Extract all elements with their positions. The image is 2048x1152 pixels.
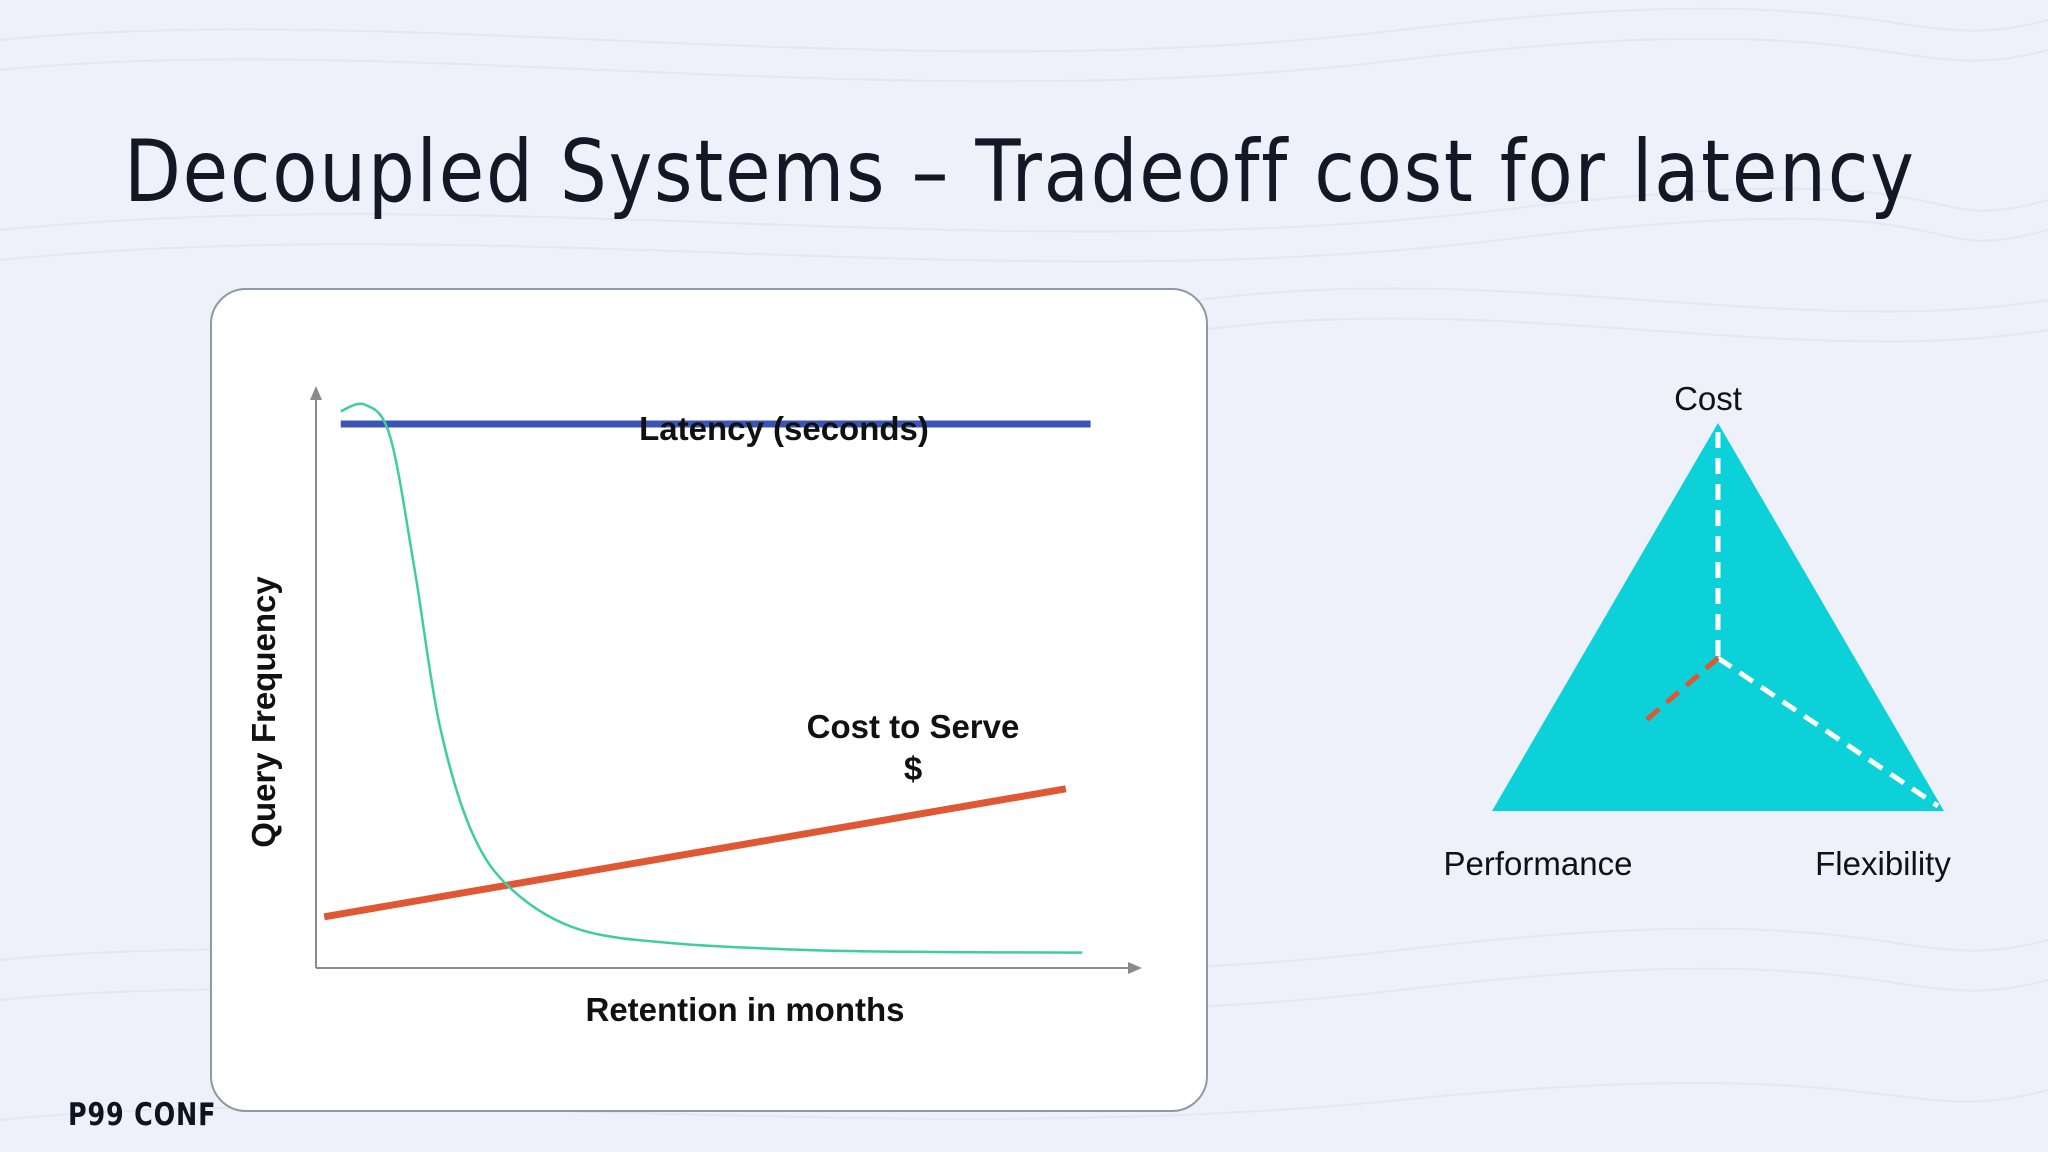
tradeoff-triangle-diagram: Cost Performance Flexibility bbox=[1444, 380, 1952, 882]
flexibility-dashed-line bbox=[1716, 655, 1940, 809]
triangle-label-cost: Cost bbox=[1674, 380, 1742, 417]
y-axis-label: Query Frequency bbox=[245, 576, 282, 848]
x-axis-label: Retention in months bbox=[586, 991, 905, 1028]
conference-logo: P99 CONF bbox=[68, 1097, 217, 1133]
slide-title: Decoupled Systems – Tradeoff cost for la… bbox=[124, 122, 1916, 222]
latency-series-label: Latency (seconds) bbox=[639, 410, 929, 447]
cost-series-label: Cost to Serve bbox=[807, 708, 1020, 745]
query-frequency-curve bbox=[340, 402, 1083, 954]
series-layer bbox=[323, 402, 1091, 954]
triangle-label-performance: Performance bbox=[1444, 845, 1633, 882]
cost-dollar-symbol: $ bbox=[904, 750, 922, 787]
cost-to-serve-line bbox=[323, 785, 1067, 921]
line-chart: Latency (seconds) Cost to Serve $ Retent… bbox=[245, 386, 1142, 1028]
triangle-label-flexibility: Flexibility bbox=[1815, 845, 1951, 882]
performance-dashed-line bbox=[1642, 656, 1720, 724]
